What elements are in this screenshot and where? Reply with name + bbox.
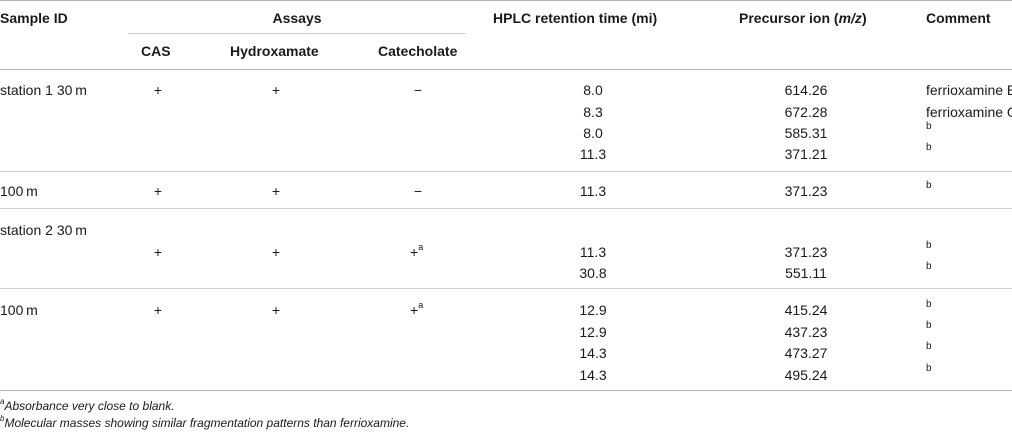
precursor-ion-cell: 371.23	[784, 183, 828, 199]
comment-footnote-mark: b	[926, 142, 932, 153]
sample-id-cell: 100 m	[0, 183, 38, 199]
top-rule	[0, 0, 1012, 1]
precursor-ion-cell: 371.23	[784, 244, 828, 260]
row-divider-2	[0, 208, 1012, 209]
retention-time-cell: 14.3	[579, 367, 607, 383]
precursor-ion-cell: 614.26	[784, 82, 828, 98]
comment-footnote-mark: b	[926, 261, 932, 272]
comment-footnote-mark: b	[926, 320, 932, 331]
retention-time-cell: 12.9	[579, 302, 607, 318]
comment-footnote-mark: b	[926, 180, 932, 191]
cas-cell: +	[153, 302, 163, 318]
header-sample-id: Sample ID	[0, 10, 68, 26]
sample-id-cell: station 2 30 m	[0, 222, 87, 238]
retention-time-cell: 12.9	[579, 324, 607, 340]
footnote-a: aAbsorbance very close to blank.	[0, 397, 175, 414]
catecholate-cell: +a	[410, 242, 424, 260]
header-assays: Assays	[272, 10, 322, 26]
cas-cell: +	[153, 183, 163, 199]
precursor-ion-cell: 495.24	[784, 367, 828, 383]
row-divider-1	[0, 171, 1012, 172]
catecholate-cell: −	[413, 183, 423, 199]
precursor-ion-cell: 473.27	[784, 345, 828, 361]
header-hplc: HPLC retention time (mi)	[493, 10, 658, 26]
cas-cell: +	[153, 82, 163, 98]
hydroxamate-cell: +	[271, 82, 281, 98]
retention-time-cell: 11.3	[579, 146, 607, 162]
comment-footnote-mark: b	[926, 240, 932, 251]
footnote-b: bMolecular masses showing similar fragme…	[0, 414, 410, 431]
sample-id-cell: 100 m	[0, 302, 38, 318]
header-catecholate: Catecholate	[378, 43, 458, 59]
header-precursor: Precursor ion (m/z)	[739, 10, 867, 26]
header-cas: CAS	[141, 43, 171, 59]
hydroxamate-cell: +	[271, 244, 281, 260]
header-precursor-unit: m/z	[838, 10, 862, 26]
retention-time-cell: 8.0	[583, 82, 603, 98]
row-divider-3	[0, 288, 1012, 289]
catecholate-footnote-mark: a	[418, 300, 424, 311]
comment-footnote-mark: b	[926, 121, 932, 132]
retention-time-cell: 8.0	[583, 125, 603, 141]
precursor-ion-cell: 371.21	[784, 146, 828, 162]
comment-footnote-mark: b	[926, 341, 932, 352]
retention-time-cell: 8.3	[583, 104, 603, 120]
retention-time-cell: 11.3	[579, 244, 607, 260]
retention-time-cell: 14.3	[579, 345, 607, 361]
precursor-ion-cell: 551.11	[785, 265, 827, 281]
retention-time-cell: 30.8	[579, 265, 607, 281]
catecholate-cell: −	[413, 82, 423, 98]
header-comment: Comment	[926, 10, 991, 26]
retention-time-cell: 11.3	[579, 183, 607, 199]
comment-footnote-mark: b	[926, 363, 932, 374]
hydroxamate-cell: +	[271, 302, 281, 318]
hydroxamate-cell: +	[271, 183, 281, 199]
header-bottom-rule	[0, 69, 1012, 70]
catecholate-footnote-mark: a	[418, 242, 424, 253]
sample-id-cell: station 1 30 m	[0, 82, 87, 98]
precursor-ion-cell: 585.31	[784, 125, 828, 141]
precursor-ion-cell: 415.24	[784, 302, 828, 318]
assays-rule	[128, 33, 466, 34]
catecholate-cell: +a	[410, 300, 424, 318]
comment-cell: ferrioxamine B	[926, 82, 1012, 98]
precursor-ion-cell: 437.23	[784, 324, 828, 340]
table-bottom-rule	[0, 390, 1012, 391]
cas-cell: +	[153, 244, 163, 260]
comment-cell: ferrioxamine G	[926, 104, 1012, 120]
comment-footnote-mark: b	[926, 299, 932, 310]
header-hydroxamate: Hydroxamate	[230, 43, 319, 59]
precursor-ion-cell: 672.28	[784, 104, 828, 120]
